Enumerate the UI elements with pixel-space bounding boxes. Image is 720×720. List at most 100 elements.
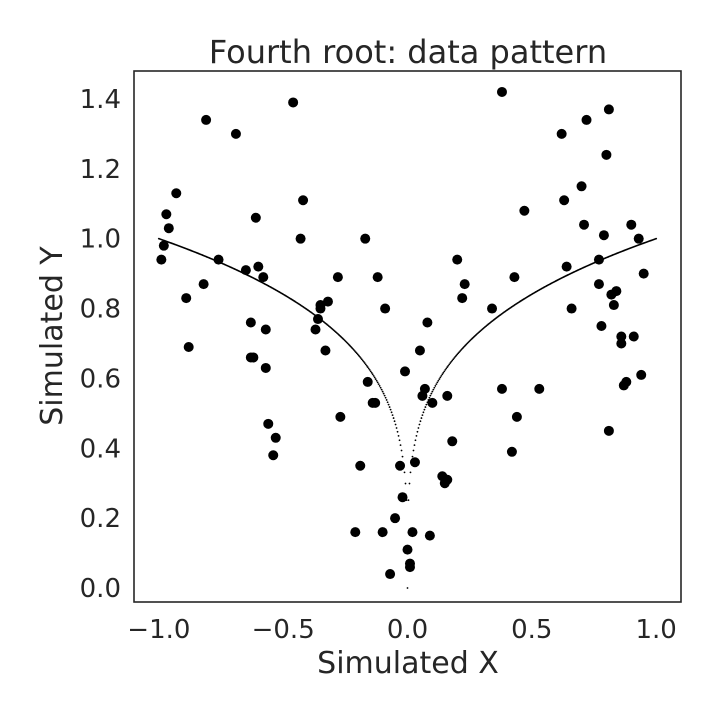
x-axis-label: Simulated X [317,646,499,681]
curve-point [444,368,447,371]
curve-point [452,358,455,361]
data-point [298,195,309,206]
curve-point [424,406,427,408]
data-point [181,293,192,304]
data-point [322,296,333,307]
data-point [263,418,274,429]
data-point [288,97,299,108]
curve-point [414,439,417,442]
data-point [457,293,468,304]
curve-point [394,423,397,426]
data-point [452,254,463,265]
data-point [397,492,408,503]
curve-point [380,388,383,391]
curve-point [422,411,425,414]
data-point [230,128,241,139]
data-point [362,376,373,387]
data-point [201,114,212,125]
curve-point [413,444,416,447]
curve-point [417,427,420,429]
curve-point [403,471,406,474]
data-point [312,314,323,325]
data-point [633,233,644,244]
data-point [598,230,609,241]
data-point [621,376,632,387]
curve-point [419,420,422,423]
data-point [511,411,522,422]
curve-point [449,362,452,364]
curve-point [433,386,436,389]
curve-point [439,376,442,379]
curve-point [361,359,364,362]
curve-point [369,370,372,373]
data-point [198,279,209,290]
curve-point [367,367,370,370]
x-axis-ticks: −1.0 −0.5 0.0 0.5 1.0 [127,615,677,645]
data-point [593,254,604,265]
curve-point [437,379,440,382]
fourth-root-curve [157,237,658,589]
data-point [601,149,612,160]
data-point [213,254,224,265]
curve-point [423,408,426,411]
data-point [332,272,343,283]
data-point [156,254,167,265]
curve-point [455,354,458,357]
data-point [506,446,517,457]
y-axis-label: Simulated Y [35,246,70,426]
curve-point [438,378,441,380]
x-tick-label: 1.0 [635,615,676,645]
y-tick-label: 1.2 [80,155,121,185]
data-point [377,527,388,538]
y-axis-ticks: 0.0 0.2 0.4 0.6 0.8 1.0 1.2 1.4 [80,85,121,604]
data-point [459,279,470,290]
curve-point [408,482,411,485]
data-point [260,324,271,335]
data-point [487,303,498,314]
data-point [355,460,366,471]
curve-point [375,379,378,382]
curve-point [434,385,437,387]
curve-point [409,471,412,474]
curve-point [366,366,369,368]
curve-point [416,430,419,433]
curve-point [378,385,381,387]
data-points [156,86,649,580]
data-point [556,128,567,139]
curve-point [430,392,433,395]
curve-point [399,444,402,447]
data-point [161,209,172,220]
y-tick-label: 0.4 [80,434,121,464]
data-point [442,474,453,485]
data-point [603,425,614,436]
curve-point [440,374,443,377]
data-point [390,513,401,524]
curve-point [384,396,387,399]
curve-point [390,411,393,414]
x-tick-label: 0.0 [387,615,428,645]
data-point [240,265,251,276]
curve-point [398,439,401,442]
curve-point [441,373,444,376]
curve-point [373,376,376,379]
data-point [579,219,590,230]
curve-point [397,434,400,437]
curve-point [362,360,365,363]
curve-point [412,449,415,452]
curve-point [374,378,377,380]
data-point [447,436,458,447]
data-point [409,457,420,468]
curve-point [392,417,395,419]
curve-point [454,355,457,358]
data-point [593,279,604,290]
curve-point [406,587,409,589]
data-point [183,341,194,352]
data-point [496,383,507,394]
data-point [509,272,520,283]
curve-point [446,366,449,368]
curve-point [371,373,374,376]
curve-point [357,354,360,357]
curve-point [421,414,424,417]
data-point [496,86,507,97]
curve-point [425,403,428,406]
